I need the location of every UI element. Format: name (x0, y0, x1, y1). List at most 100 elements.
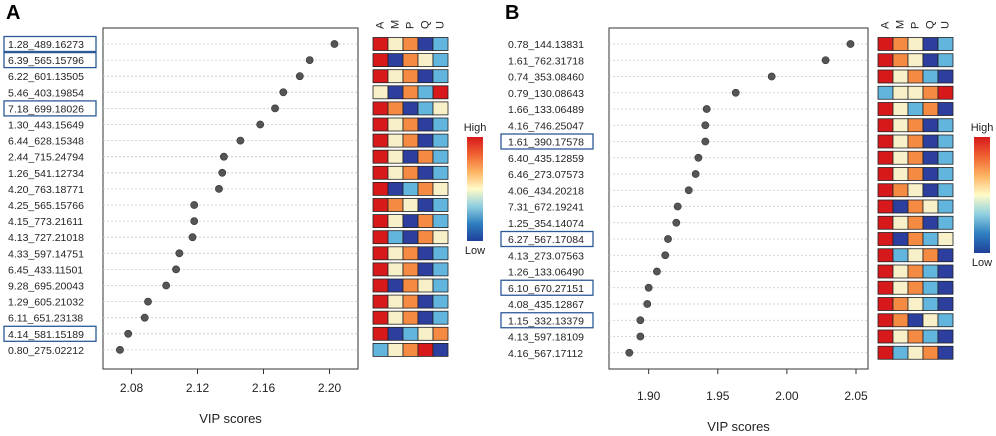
heat-cell (922, 215, 939, 230)
data-point (701, 121, 710, 130)
heat-cell (892, 53, 909, 68)
heat-cell (937, 297, 954, 311)
heat-cell (402, 294, 419, 309)
heat-cell (432, 53, 449, 67)
heat-cell (387, 326, 404, 341)
heat-cell (387, 294, 404, 309)
heat-cell (907, 102, 924, 116)
heat-cell (372, 85, 389, 100)
row-label: 6.11_651.23138 (8, 313, 83, 325)
heat-cell (907, 134, 924, 149)
heat-cell (402, 37, 419, 51)
heat-cell (402, 133, 419, 148)
row-label: 6.45_433.11501 (8, 264, 83, 276)
highlight-box (3, 325, 97, 342)
heat-cell (907, 53, 924, 68)
heat-cell (387, 69, 404, 84)
x-tick-label: 2.00 (775, 389, 799, 403)
row-label: 6.46_273.07573 (508, 169, 584, 181)
heat-cell (402, 181, 419, 196)
heat-cell (907, 232, 924, 246)
data-point (821, 56, 830, 65)
heat-cell (937, 69, 954, 84)
heatmap-column-header: A (880, 21, 892, 29)
heat-cell (417, 278, 434, 293)
data-point (661, 251, 670, 260)
heat-cell (877, 264, 894, 279)
heat-cell (877, 150, 894, 165)
data-point (694, 153, 703, 162)
heat-cell (387, 342, 404, 357)
heat-cell (892, 69, 909, 84)
heat-cell (907, 297, 924, 311)
row-label: 4.33_597.14751 (8, 248, 84, 260)
legend-gradient (467, 137, 483, 241)
heat-cell (372, 101, 389, 116)
row-label: 1.26_541.12734 (8, 168, 84, 180)
heatmap-column-header: Q (420, 20, 432, 29)
row-label: 4.16_746.25047 (508, 120, 584, 132)
heat-cell (372, 149, 389, 164)
heat-cell (432, 69, 449, 84)
legend-low-label: Low (972, 257, 992, 269)
row-label: 0.79_130.08643 (508, 88, 584, 100)
data-point (672, 218, 681, 227)
heat-cell (417, 69, 434, 84)
heat-cell (892, 297, 909, 311)
heat-cell (432, 149, 449, 164)
heat-cell (387, 262, 404, 277)
data-point (643, 300, 652, 308)
x-tick-label: 2.05 (844, 389, 868, 403)
heat-cell (937, 313, 954, 328)
row-label: 1.26_133.06490 (508, 267, 584, 279)
heat-cell (922, 345, 939, 360)
heat-cell (432, 262, 449, 277)
heat-cell (907, 37, 924, 51)
heat-cell (417, 53, 434, 67)
heat-cell (417, 342, 434, 357)
panel-b: B 0.78_144.13831 1.61_762.31718 0.74_353.08… (500, 2, 993, 434)
heat-cell (372, 37, 389, 51)
heat-cell (937, 183, 954, 198)
heat-cell (402, 198, 419, 212)
heat-cell (877, 69, 894, 84)
heat-cell (892, 313, 909, 328)
heat-cell (922, 150, 939, 165)
heat-cell (892, 248, 909, 263)
heat-cell (922, 329, 939, 344)
heat-cell (372, 214, 389, 229)
heat-cell (922, 199, 939, 214)
heat-cell (892, 215, 909, 230)
x-tick-label: 2.20 (318, 381, 342, 395)
data-point (636, 316, 645, 325)
heat-cell (877, 199, 894, 214)
heat-cell (402, 149, 419, 164)
heat-cell (372, 262, 389, 277)
heat-cell (877, 345, 894, 360)
highlight-box (3, 51, 97, 69)
row-label: 4.20_763.18771 (8, 184, 84, 196)
heat-cell (907, 199, 924, 214)
heat-cell (387, 278, 404, 293)
heat-cell (387, 246, 404, 261)
row-label: 6.10_670.27151 (508, 283, 584, 295)
data-point (305, 56, 314, 64)
heat-cell (417, 262, 434, 277)
heat-cell (402, 117, 419, 132)
highlight-box (500, 133, 594, 150)
x-tick-label: 2.16 (252, 381, 276, 395)
data-point (172, 265, 180, 274)
heat-cell (387, 198, 404, 212)
heat-cell (922, 280, 939, 295)
heat-cell (937, 37, 954, 51)
row-label: 6.27_567.17084 (508, 234, 584, 246)
data-point (190, 201, 199, 209)
heat-cell (907, 264, 924, 279)
heat-cell (402, 262, 419, 277)
heat-cell (877, 134, 894, 149)
data-point (218, 168, 227, 177)
heat-cell (417, 165, 434, 180)
heat-cell (432, 278, 449, 293)
heat-cell (877, 102, 894, 116)
row-label: 1.61_390.17578 (508, 137, 584, 149)
